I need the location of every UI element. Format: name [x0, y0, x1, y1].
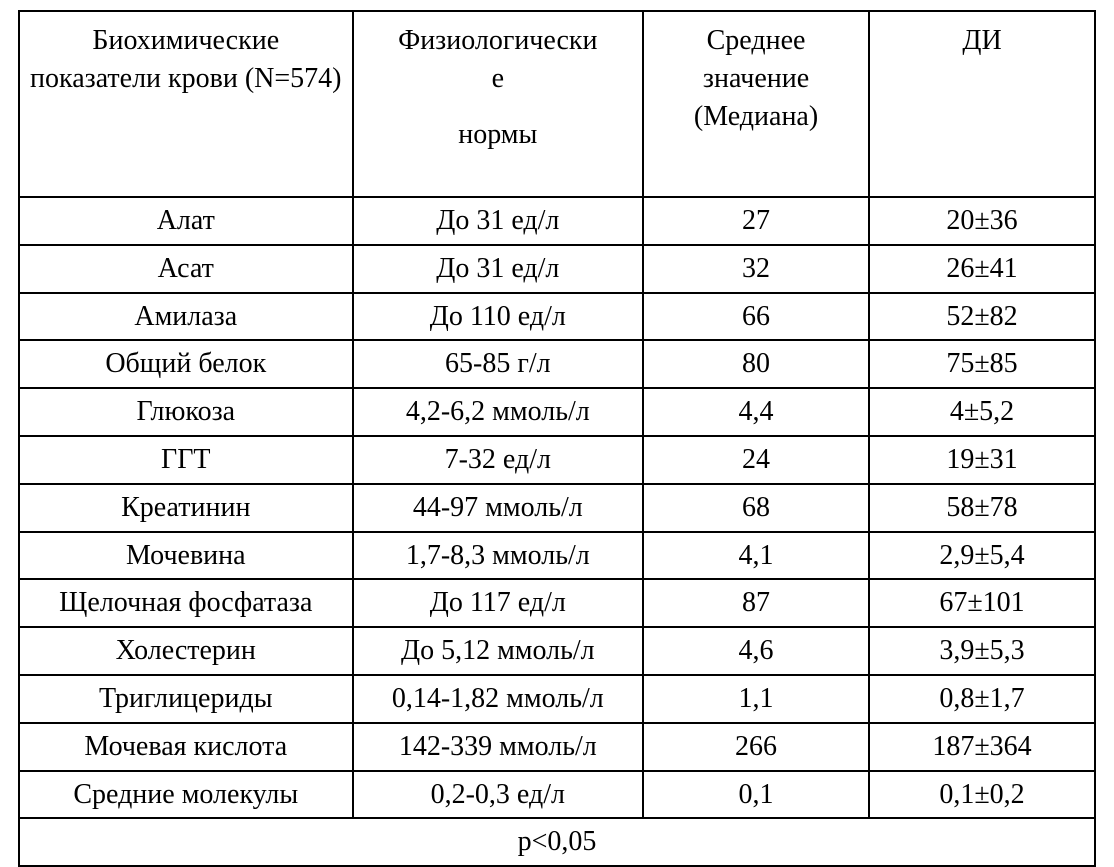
cell-param: Алат — [19, 197, 353, 245]
cell-mean: 266 — [643, 723, 869, 771]
table-row: Креатинин 44-97 ммоль/л 68 58±78 — [19, 484, 1095, 532]
cell-param: Холестерин — [19, 627, 353, 675]
col-header-param-line1: Биохимические показатели крови (N=574) — [26, 22, 346, 98]
table-row: Мочевина 1,7-8,3 ммоль/л 4,1 2,9±5,4 — [19, 532, 1095, 580]
cell-norm: 0,2-0,3 ед/л — [353, 771, 644, 819]
cell-mean: 80 — [643, 340, 869, 388]
table-row: Общий белок 65-85 г/л 80 75±85 — [19, 340, 1095, 388]
cell-ci: 2,9±5,4 — [869, 532, 1095, 580]
cell-mean: 27 — [643, 197, 869, 245]
cell-norm: До 31 ед/л — [353, 197, 644, 245]
cell-param: Асат — [19, 245, 353, 293]
cell-norm: 142-339 ммоль/л — [353, 723, 644, 771]
cell-ci: 187±364 — [869, 723, 1095, 771]
cell-norm: 44-97 ммоль/л — [353, 484, 644, 532]
cell-norm: 1,7-8,3 ммоль/л — [353, 532, 644, 580]
cell-ci: 20±36 — [869, 197, 1095, 245]
cell-ci: 19±31 — [869, 436, 1095, 484]
cell-ci: 0,8±1,7 — [869, 675, 1095, 723]
cell-param: Амилаза — [19, 293, 353, 341]
cell-mean: 4,6 — [643, 627, 869, 675]
table-header-row: Биохимические показатели крови (N=574) Ф… — [19, 11, 1095, 197]
cell-param: Глюкоза — [19, 388, 353, 436]
cell-norm: 7-32 ед/л — [353, 436, 644, 484]
cell-mean: 87 — [643, 579, 869, 627]
table-row: Мочевая кислота 142-339 ммоль/л 266 187±… — [19, 723, 1095, 771]
table-footer: p<0,05 — [19, 818, 1095, 866]
cell-param: ГГТ — [19, 436, 353, 484]
col-header-ci: ДИ — [869, 11, 1095, 197]
cell-norm: До 31 ед/л — [353, 245, 644, 293]
cell-norm: 4,2-6,2 ммоль/л — [353, 388, 644, 436]
table-body: Алат До 31 ед/л 27 20±36 Асат До 31 ед/л… — [19, 197, 1095, 866]
cell-ci: 0,1±0,2 — [869, 771, 1095, 819]
table-row: Глюкоза 4,2-6,2 ммоль/л 4,4 4±5,2 — [19, 388, 1095, 436]
cell-mean: 4,4 — [643, 388, 869, 436]
cell-mean: 66 — [643, 293, 869, 341]
table-row: Щелочная фосфатаза До 117 ед/л 87 67±101 — [19, 579, 1095, 627]
cell-mean: 68 — [643, 484, 869, 532]
cell-ci: 58±78 — [869, 484, 1095, 532]
cell-ci: 67±101 — [869, 579, 1095, 627]
cell-param: Общий белок — [19, 340, 353, 388]
cell-norm: 0,14-1,82 ммоль/л — [353, 675, 644, 723]
cell-param: Мочевая кислота — [19, 723, 353, 771]
biochem-table: Биохимические показатели крови (N=574) Ф… — [18, 10, 1096, 867]
cell-ci: 3,9±5,3 — [869, 627, 1095, 675]
cell-mean: 24 — [643, 436, 869, 484]
cell-param: Триглицериды — [19, 675, 353, 723]
table-row: Средние молекулы 0,2-0,3 ед/л 0,1 0,1±0,… — [19, 771, 1095, 819]
col-header-ci-text: ДИ — [876, 22, 1088, 60]
cell-param: Средние молекулы — [19, 771, 353, 819]
cell-norm: До 110 ед/л — [353, 293, 644, 341]
col-header-norm: Физиологически е нормы — [353, 11, 644, 197]
col-header-norm-line2: е — [360, 60, 637, 98]
cell-mean: 32 — [643, 245, 869, 293]
cell-param: Мочевина — [19, 532, 353, 580]
table-row: Холестерин До 5,12 ммоль/л 4,6 3,9±5,3 — [19, 627, 1095, 675]
col-header-norm-line1: Физиологически — [360, 22, 637, 60]
table-row: Асат До 31 ед/л 32 26±41 — [19, 245, 1095, 293]
table-row: Алат До 31 ед/л 27 20±36 — [19, 197, 1095, 245]
cell-norm: До 5,12 ммоль/л — [353, 627, 644, 675]
col-header-mean-text: Среднее значение (Медиана) — [650, 22, 862, 135]
table-header: Биохимические показатели крови (N=574) Ф… — [19, 11, 1095, 197]
cell-mean: 1,1 — [643, 675, 869, 723]
table-row: Амилаза До 110 ед/л 66 52±82 — [19, 293, 1095, 341]
cell-mean: 0,1 — [643, 771, 869, 819]
table-footer-row: p<0,05 — [19, 818, 1095, 866]
cell-ci: 52±82 — [869, 293, 1095, 341]
cell-norm: 65-85 г/л — [353, 340, 644, 388]
col-header-mean: Среднее значение (Медиана) — [643, 11, 869, 197]
table-row: ГГТ 7-32 ед/л 24 19±31 — [19, 436, 1095, 484]
cell-ci: 26±41 — [869, 245, 1095, 293]
col-header-norm-line3: нормы — [360, 116, 637, 154]
cell-norm: До 117 ед/л — [353, 579, 644, 627]
cell-ci: 4±5,2 — [869, 388, 1095, 436]
cell-ci: 75±85 — [869, 340, 1095, 388]
cell-param: Щелочная фосфатаза — [19, 579, 353, 627]
cell-param: Креатинин — [19, 484, 353, 532]
col-header-param: Биохимические показатели крови (N=574) — [19, 11, 353, 197]
table-row: Триглицериды 0,14-1,82 ммоль/л 1,1 0,8±1… — [19, 675, 1095, 723]
cell-mean: 4,1 — [643, 532, 869, 580]
